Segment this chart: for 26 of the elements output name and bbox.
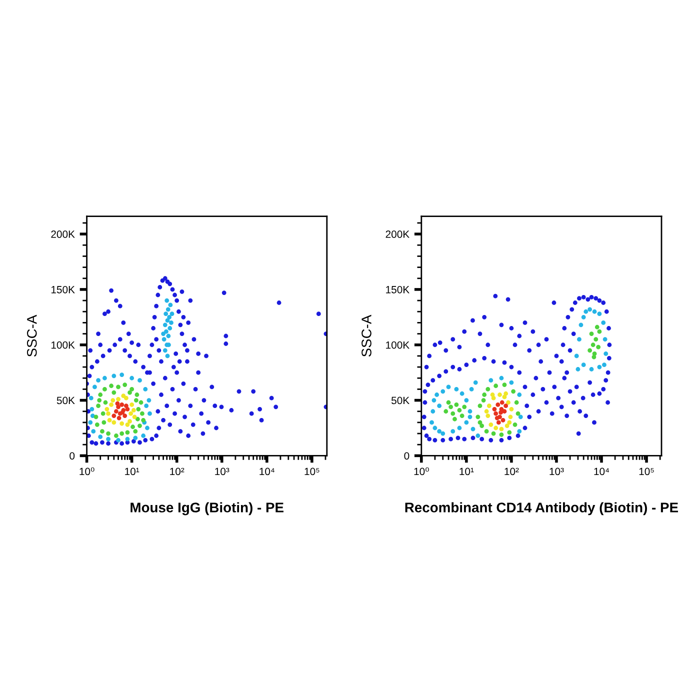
y-tick-label: 0 xyxy=(404,452,410,460)
x-tick-label: 10¹ xyxy=(460,468,474,476)
y-tick-label: 100K xyxy=(51,341,75,349)
x-tick-label: 10³ xyxy=(215,468,230,476)
x-tick-label: 10⁴ xyxy=(260,468,274,476)
x-axis-title: Mouse IgG (Biotin) - PE xyxy=(130,502,284,516)
x-tick-label: 10⁵ xyxy=(304,468,320,476)
x-tick-label: 10³ xyxy=(550,468,564,476)
x-tick-label: 10⁰ xyxy=(80,467,94,476)
y-axis-title: SSC-A xyxy=(26,314,37,357)
x-tick-label: 10⁵ xyxy=(639,468,654,476)
y-tick-label: 50K xyxy=(56,396,75,404)
x-tick-label: 10⁰ xyxy=(414,467,429,476)
y-tick-label: 150K xyxy=(51,286,75,294)
y-tick-label: 200K xyxy=(51,230,75,238)
x-tick-label: 10⁴ xyxy=(594,468,610,476)
y-tick-label: 150K xyxy=(386,286,410,294)
y-axis-title: SSC-A xyxy=(362,314,372,357)
x-tick-label: 10¹ xyxy=(125,468,140,476)
y-tick-label: 200K xyxy=(386,230,410,238)
x-axis-title: Recombinant CD14 Antibody (Biotin) - PE xyxy=(405,502,678,516)
y-tick-label: 100K xyxy=(386,341,410,349)
x-tick-label: 10² xyxy=(504,468,519,476)
x-tick-label: 10² xyxy=(170,468,184,476)
y-tick-label: 0 xyxy=(70,452,75,460)
y-tick-label: 50K xyxy=(391,396,410,404)
